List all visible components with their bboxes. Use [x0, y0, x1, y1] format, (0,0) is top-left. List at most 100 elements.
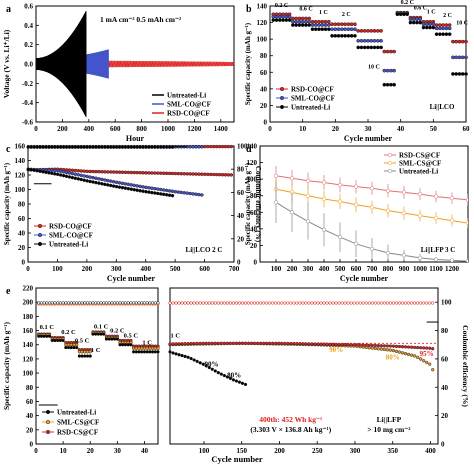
data-point-Untreated-Li: [457, 72, 462, 76]
data-point-SML-CO@CF: [323, 23, 328, 27]
capacity-point-RSD-CS@CF: [388, 344, 393, 348]
capacity-point-SML-CS@CF: [418, 357, 423, 361]
capacity-point-Untreated-Li: [158, 192, 163, 196]
capacity-point-SML-CO@CF: [79, 173, 84, 178]
capacity-point-RSD-CO@CF: [197, 172, 201, 176]
capacity-point-Untreated-Li: [58, 173, 63, 177]
data-point-Untreated-Li: [464, 72, 468, 76]
rate-point-Untreated-Li: [145, 350, 149, 354]
panel-c-x-tick-label: 400: [140, 265, 151, 273]
data-point-SML-CO@CF: [277, 14, 282, 19]
capacity-point-SML-CS@CF: [385, 348, 390, 352]
panel-c-ylabel-right: Coulombic efficiency (%): [254, 166, 262, 243]
capacity-point-SML-CS@CF: [400, 351, 405, 355]
rate-point-SML-CS@CF: [77, 350, 82, 354]
ce-point-RSD-CS@CF: [189, 301, 193, 305]
capacity-point-RSD-CO@CF: [153, 171, 157, 175]
ce-point-Untreated-Li: [148, 301, 152, 305]
ce-point-RSD-CS@CF: [268, 301, 272, 305]
ce-point-RSD-CS@CF: [274, 301, 278, 305]
ce-point-RSD-CS@CF: [301, 301, 305, 305]
data-point-Untreated-Li: [402, 12, 406, 17]
data-point-SML-CS@CF: [401, 211, 407, 216]
ce-point-Untreated-Li: [50, 301, 54, 305]
capacity-point-RSD-CS@CF: [171, 342, 175, 346]
rate-point-Untreated-Li: [104, 337, 109, 341]
data-point-SML-CO@CF: [362, 38, 367, 43]
rate-point-Untreated-Li: [85, 354, 90, 358]
ce-point-Untreated-Li: [61, 301, 65, 305]
ce-point-Untreated-Li: [132, 145, 136, 149]
capacity-point-RSD-CO@CF: [176, 171, 181, 176]
ce-point-Untreated-Li: [26, 145, 31, 149]
capacity-point-SML-CO@CF: [58, 169, 63, 174]
data-point-RSD-CO@CF: [434, 23, 439, 27]
ce-point-SML-CO@CF: [188, 145, 192, 149]
ce-point-RSD-CS@CF: [410, 301, 414, 305]
ce-point-RSD-CS@CF: [171, 301, 175, 305]
ce-point-RSD-CS@CF: [207, 301, 211, 305]
ce-point-RSD-CS@CF: [219, 301, 223, 305]
ce-point-Untreated-Li: [141, 145, 145, 149]
panel-c-yr-tick-label: 60: [237, 189, 245, 197]
capacity-point-RSD-CS@CF: [409, 345, 414, 349]
panel-d-x-tick-label: 300: [303, 265, 314, 273]
panel-c-y-tick-label: 160: [15, 143, 26, 151]
capacity-point-SML-CS@CF: [406, 352, 411, 357]
data-point-RSD-CO@CF: [336, 22, 341, 27]
panel-c-y-tick-label: 100: [15, 186, 26, 194]
data-point-Untreated-Li: [398, 12, 403, 17]
rate-label: 0.6 C: [299, 7, 312, 13]
panel-label-d: d: [246, 144, 252, 155]
capacity-point-RSD-CS@CF: [428, 346, 432, 350]
capacity-point-SML-CO@CF: [153, 186, 157, 191]
capacity-point-Untreated-Li: [147, 190, 151, 194]
capacity-point-SML-CO@CF: [164, 188, 169, 193]
ce-point-Untreated-Li: [142, 301, 146, 305]
ce-point-RSD-CS@CF: [289, 301, 293, 305]
data-point-SML-CO@CF: [284, 14, 289, 19]
panel-c-y-tick-label: 40: [18, 230, 26, 238]
capacity-point-SML-CO@CF: [167, 189, 172, 193]
panel-e-x-tick-label: 40: [141, 447, 149, 455]
capacity-point-SML-CO@CF: [53, 168, 57, 173]
panel-b-y-tick-label: 20: [260, 102, 268, 110]
data-point-SML-CO@CF: [356, 38, 361, 43]
data-point-RSD-CO@CF: [353, 22, 357, 27]
rate-point-Untreated-Li: [110, 337, 114, 341]
data-point-RSD-CO@CF: [343, 22, 347, 27]
rate-label: 2 C: [342, 12, 351, 18]
legend-label-SML-CO@CF: SML-CO@CF: [291, 95, 335, 103]
ce-point-Untreated-Li: [73, 145, 78, 149]
capacity-point-Untreated-Li: [171, 351, 175, 355]
capacity-point-RSD-CO@CF: [185, 172, 189, 176]
panel-b-xlabel: Cycle number: [344, 134, 393, 143]
ce-point-RSD-CS@CF: [358, 301, 362, 305]
data-point-Untreated-Li: [401, 253, 407, 258]
legend-marker-RSD-CS@CF: [387, 152, 393, 158]
ce-point-Untreated-Li: [111, 145, 116, 149]
data-point-RSD-CO@CF: [291, 16, 295, 21]
panel-a-x-tick-label: 600: [110, 125, 121, 133]
ce-point-RSD-CS@CF: [325, 301, 329, 305]
panel-c-x-tick-label: 200: [82, 265, 93, 273]
capacity-point-Untreated-Li: [97, 181, 101, 185]
panel-e-ylabel: Specific capacity (mAh g⁻¹): [2, 321, 11, 410]
panel-d-y-tick-label: 120: [247, 159, 258, 167]
capacity-point-Untreated-Li: [38, 169, 42, 174]
capacity-point-Untreated-Li: [35, 168, 39, 173]
capacity-point-RSD-CS@CF: [406, 345, 411, 349]
ce-point-RSD-CS@CF: [349, 301, 353, 305]
ce-point-Untreated-Li: [147, 145, 151, 149]
ce-point-Untreated-Li: [91, 145, 95, 149]
ce-point-Untreated-Li: [134, 301, 138, 305]
ce-point-RSD-CS@CF: [192, 301, 196, 305]
data-point-Untreated-Li: [428, 25, 432, 30]
capacity-point-SML-CO@CF: [108, 179, 113, 183]
capacity-point-SML-CO@CF: [129, 183, 134, 187]
panel-d-cell-label: Li||LFP 3 C: [421, 246, 456, 254]
capacity-point-RSD-CO@CF: [209, 172, 213, 177]
ce-point-RSD-CS@CF: [397, 301, 402, 305]
panel-b-y-tick-label: 140: [257, 3, 268, 11]
data-point-SML-CO@CF: [418, 17, 423, 22]
